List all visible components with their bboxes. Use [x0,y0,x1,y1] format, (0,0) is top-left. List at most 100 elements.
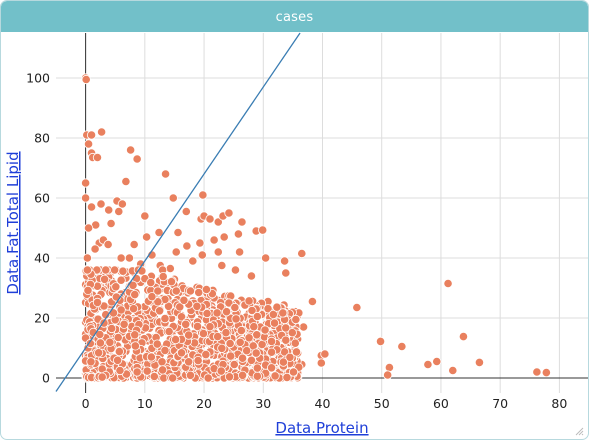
data-point[interactable] [197,250,207,260]
data-point[interactable] [97,372,107,382]
data-point[interactable] [217,260,227,271]
data-point[interactable] [458,331,469,342]
data-point[interactable] [541,367,551,378]
data-point[interactable] [226,351,236,361]
data-point[interactable] [532,367,542,377]
data-point[interactable] [205,214,215,224]
data-point[interactable] [258,225,268,235]
data-point[interactable] [246,355,257,365]
data-point[interactable] [261,253,271,263]
data-point[interactable] [92,297,103,307]
data-point[interactable] [94,348,104,358]
data-point[interactable] [279,256,290,266]
data-point[interactable] [237,370,248,380]
data-point[interactable] [182,241,192,251]
data-point[interactable] [443,278,453,289]
data-point[interactable] [153,297,163,307]
x-axis-title[interactable]: Data.Protein [275,419,368,437]
data-point[interactable] [251,348,261,358]
data-point[interactable] [269,318,280,328]
data-point[interactable] [146,352,156,362]
data-point[interactable] [263,304,273,314]
data-point[interactable] [184,330,194,340]
data-point[interactable] [86,357,96,367]
data-point[interactable] [237,217,247,227]
data-point[interactable] [252,371,262,381]
data-point[interactable] [260,325,270,335]
data-point[interactable] [230,302,240,313]
data-point[interactable] [126,145,136,155]
data-point[interactable] [266,336,277,346]
data-point[interactable] [137,266,147,276]
data-point[interactable] [116,253,126,263]
data-point[interactable] [203,373,213,383]
data-point[interactable] [99,274,110,284]
data-point[interactable] [160,313,170,324]
data-point[interactable] [246,271,257,281]
data-point[interactable] [171,247,181,257]
data-point[interactable] [230,265,241,275]
data-point[interactable] [212,308,222,318]
data-point[interactable] [179,295,189,305]
data-point[interactable] [266,347,277,357]
data-point[interactable] [81,178,91,188]
data-point[interactable] [194,287,204,298]
data-point[interactable] [92,152,103,163]
data-point[interactable] [448,365,458,376]
data-point[interactable] [244,333,254,343]
data-point[interactable] [129,239,139,250]
data-point[interactable] [298,322,309,332]
data-point[interactable] [132,154,142,164]
data-point[interactable] [152,339,162,349]
data-point[interactable] [173,227,183,238]
data-point[interactable] [266,363,277,373]
data-point[interactable] [213,217,223,227]
data-point[interactable] [278,357,289,367]
data-point[interactable] [83,139,94,149]
data-point[interactable] [252,363,262,373]
data-point[interactable] [83,223,94,233]
data-point[interactable] [384,362,395,373]
data-point[interactable] [198,328,209,339]
data-point[interactable] [83,285,93,295]
data-point[interactable] [157,357,167,367]
data-point[interactable] [168,193,178,203]
window-titlebar[interactable]: cases [1,1,588,32]
data-point[interactable] [423,359,433,370]
data-point[interactable] [217,343,227,353]
data-point[interactable] [115,365,125,376]
data-point[interactable] [224,208,234,218]
data-point[interactable] [237,353,248,363]
data-point[interactable] [158,271,168,282]
data-point[interactable] [225,338,235,349]
data-point[interactable] [107,323,117,334]
data-point[interactable] [103,239,113,250]
data-point[interactable] [95,329,105,340]
data-point[interactable] [111,282,121,292]
data-point[interactable] [114,346,124,357]
data-point[interactable] [166,277,177,287]
y-axis-title[interactable]: Data.Fat.Total Lipid [4,151,22,294]
data-point[interactable] [147,292,157,302]
data-point[interactable] [209,235,219,245]
data-point[interactable] [113,332,123,343]
data-point[interactable] [171,334,181,345]
data-point[interactable] [193,355,203,366]
data-point[interactable] [155,306,165,316]
data-point[interactable] [130,289,140,300]
resize-grip-icon[interactable] [574,426,584,436]
data-point[interactable] [252,330,262,340]
data-point[interactable] [229,359,239,370]
data-point[interactable] [205,322,215,332]
data-points[interactable] [81,73,551,383]
data-point[interactable] [234,247,245,257]
data-point[interactable] [185,370,196,380]
data-point[interactable] [184,357,194,367]
data-point[interactable] [287,328,297,338]
data-point[interactable] [201,284,212,295]
data-point[interactable] [242,346,252,356]
data-point[interactable] [244,296,254,306]
data-point[interactable] [268,309,278,319]
data-point[interactable] [192,321,203,331]
data-point[interactable] [140,211,150,221]
